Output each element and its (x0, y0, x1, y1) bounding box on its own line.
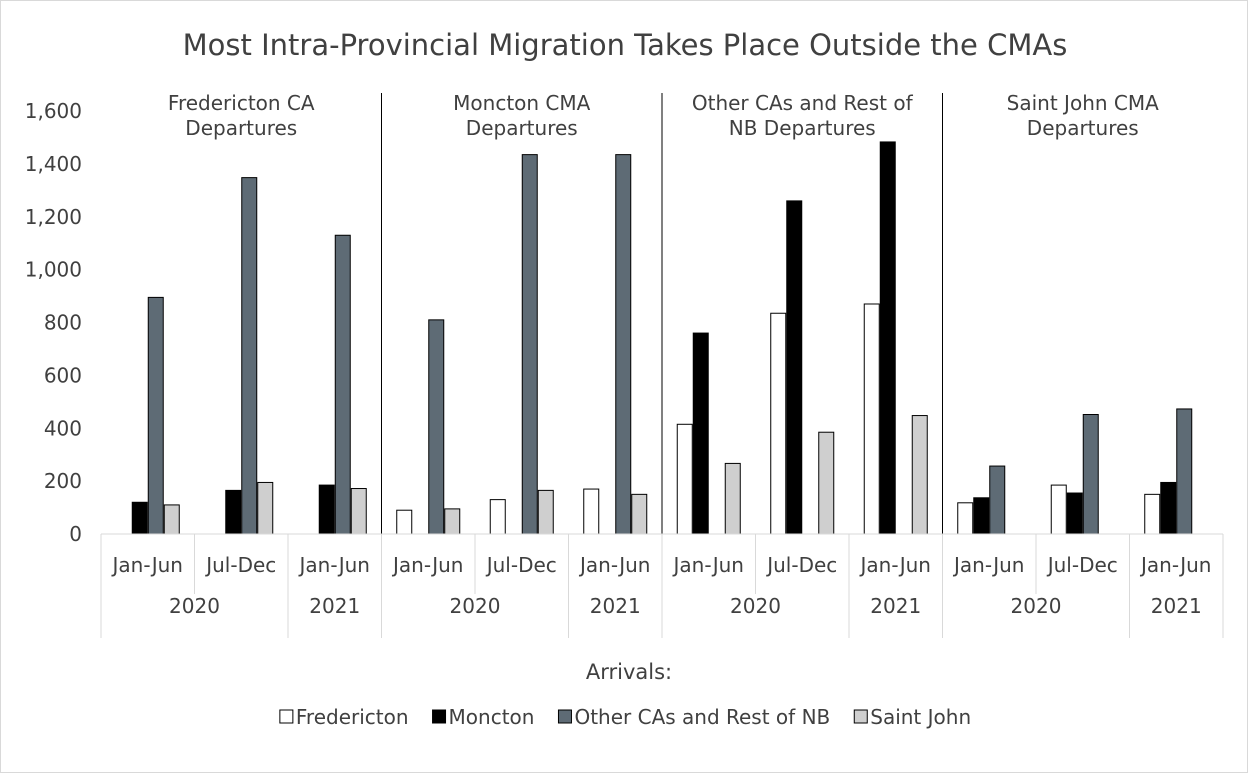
bar-fredericton (583, 488, 600, 535)
bar-saint-john (350, 488, 367, 535)
period-label: Jul-Dec (485, 553, 557, 577)
group-label: Fredericton CA (168, 91, 315, 115)
period-label: Jan-Jun (391, 553, 463, 577)
year-label: 2020 (450, 594, 501, 618)
legend-label: Saint John (870, 705, 971, 729)
x-axis-title: Arrivals: (586, 660, 672, 684)
legend-label: Fredericton (296, 705, 409, 729)
y-tick-label: 0 (69, 522, 82, 546)
group-label: Departures (466, 116, 578, 140)
period-label: Jan-Jun (672, 553, 744, 577)
bar-saint-john (444, 508, 461, 535)
legend-item: Fredericton (279, 705, 409, 729)
x-axis: Jan-Jun Jul-Dec Jan-Jun 2020 2021 Jan-Jun Jul-… (100, 533, 1224, 638)
y-tick-label: 1,400 (25, 152, 82, 176)
year-label: 2020 (169, 594, 220, 618)
group-label: Other CAs and Rest of (692, 91, 914, 115)
group-label: Departures (185, 116, 297, 140)
y-tick-label: 400 (44, 416, 82, 440)
period-label: Jul-Dec (765, 553, 837, 577)
bar-other-cas-and-rest-of-nb (334, 234, 351, 535)
period-label: Jan-Jun (578, 553, 650, 577)
period-label: Jan-Jun (952, 553, 1024, 577)
period-label: Jul-Dec (204, 553, 276, 577)
year-label: 2020 (1011, 594, 1062, 618)
bar-other-cas-and-rest-of-nb (1176, 408, 1193, 535)
legend-swatch (853, 709, 868, 724)
bar-fredericton (489, 499, 506, 535)
bar-fredericton (957, 502, 974, 535)
legend-label: Other CAs and Rest of NB (574, 705, 830, 729)
bar-moncton (1160, 481, 1177, 535)
bar-other-cas-and-rest-of-nb (147, 296, 164, 535)
legend-label: Moncton (449, 705, 535, 729)
bar-saint-john (818, 431, 835, 535)
bar-moncton (786, 200, 803, 535)
period-label: Jul-Dec (1046, 553, 1118, 577)
bar-other-cas-and-rest-of-nb (615, 154, 632, 535)
bar-fredericton (863, 303, 880, 535)
legend-item: Other CAs and Rest of NB (557, 705, 830, 729)
legend-swatch (279, 709, 294, 724)
legend-swatch (432, 709, 447, 724)
bar-fredericton (1144, 493, 1161, 535)
period-label: Jan-Jun (859, 553, 931, 577)
y-tick-label: 600 (44, 363, 82, 387)
bar-fredericton (396, 509, 413, 535)
bar-moncton (131, 501, 148, 535)
bar-other-cas-and-rest-of-nb (241, 177, 258, 535)
bar-moncton (692, 332, 709, 535)
period-label: Jan-Jun (298, 553, 370, 577)
y-tick-label: 1,200 (25, 205, 82, 229)
year-label: 2021 (870, 594, 921, 618)
bar-moncton (879, 141, 896, 535)
bar-saint-john (257, 481, 274, 535)
bar-fredericton (770, 312, 787, 535)
y-tick-label: 200 (44, 469, 82, 493)
y-tick-label: 1,000 (25, 258, 82, 282)
legend-swatch (557, 709, 572, 724)
year-label: 2020 (730, 594, 781, 618)
year-label: 2021 (309, 594, 360, 618)
bar-other-cas-and-rest-of-nb (989, 465, 1006, 535)
bar-moncton (1066, 492, 1083, 535)
bar-saint-john (911, 415, 928, 535)
bar-moncton (973, 497, 990, 535)
y-tick-label: 800 (44, 311, 82, 335)
bar-moncton (225, 489, 242, 535)
bar-saint-john (631, 493, 648, 535)
period-label: Jan-Jun (1139, 553, 1211, 577)
group-label: Saint John CMA (1007, 91, 1159, 115)
y-tick-label: 1,600 (25, 99, 82, 123)
bar-saint-john (724, 462, 741, 535)
bar-other-cas-and-rest-of-nb (1082, 414, 1099, 535)
group-label: NB Departures (729, 116, 876, 140)
bar-other-cas-and-rest-of-nb (521, 154, 538, 535)
bar-saint-john (163, 504, 180, 535)
bar-saint-john (537, 489, 554, 535)
chart-title: Most Intra-Provincial Migration Takes Pl… (183, 28, 1068, 62)
period-label: Jan-Jun (111, 553, 183, 577)
bar-fredericton (676, 423, 693, 535)
legend-item: Saint John (853, 705, 971, 729)
group-label: Departures (1027, 116, 1139, 140)
bar-other-cas-and-rest-of-nb (428, 319, 445, 535)
legend-item: Moncton (432, 705, 535, 729)
group-label: Moncton CMA (453, 91, 590, 115)
bar-fredericton (1050, 484, 1067, 535)
y-axis: 0 200 400 600 800 1,000 1,200 1,400 1,600 (25, 99, 82, 546)
year-label: 2021 (590, 594, 641, 618)
legend: Fredericton Moncton Other CAs and Rest of … (279, 705, 971, 729)
bar-moncton (318, 484, 335, 535)
year-label: 2021 (1151, 594, 1202, 618)
